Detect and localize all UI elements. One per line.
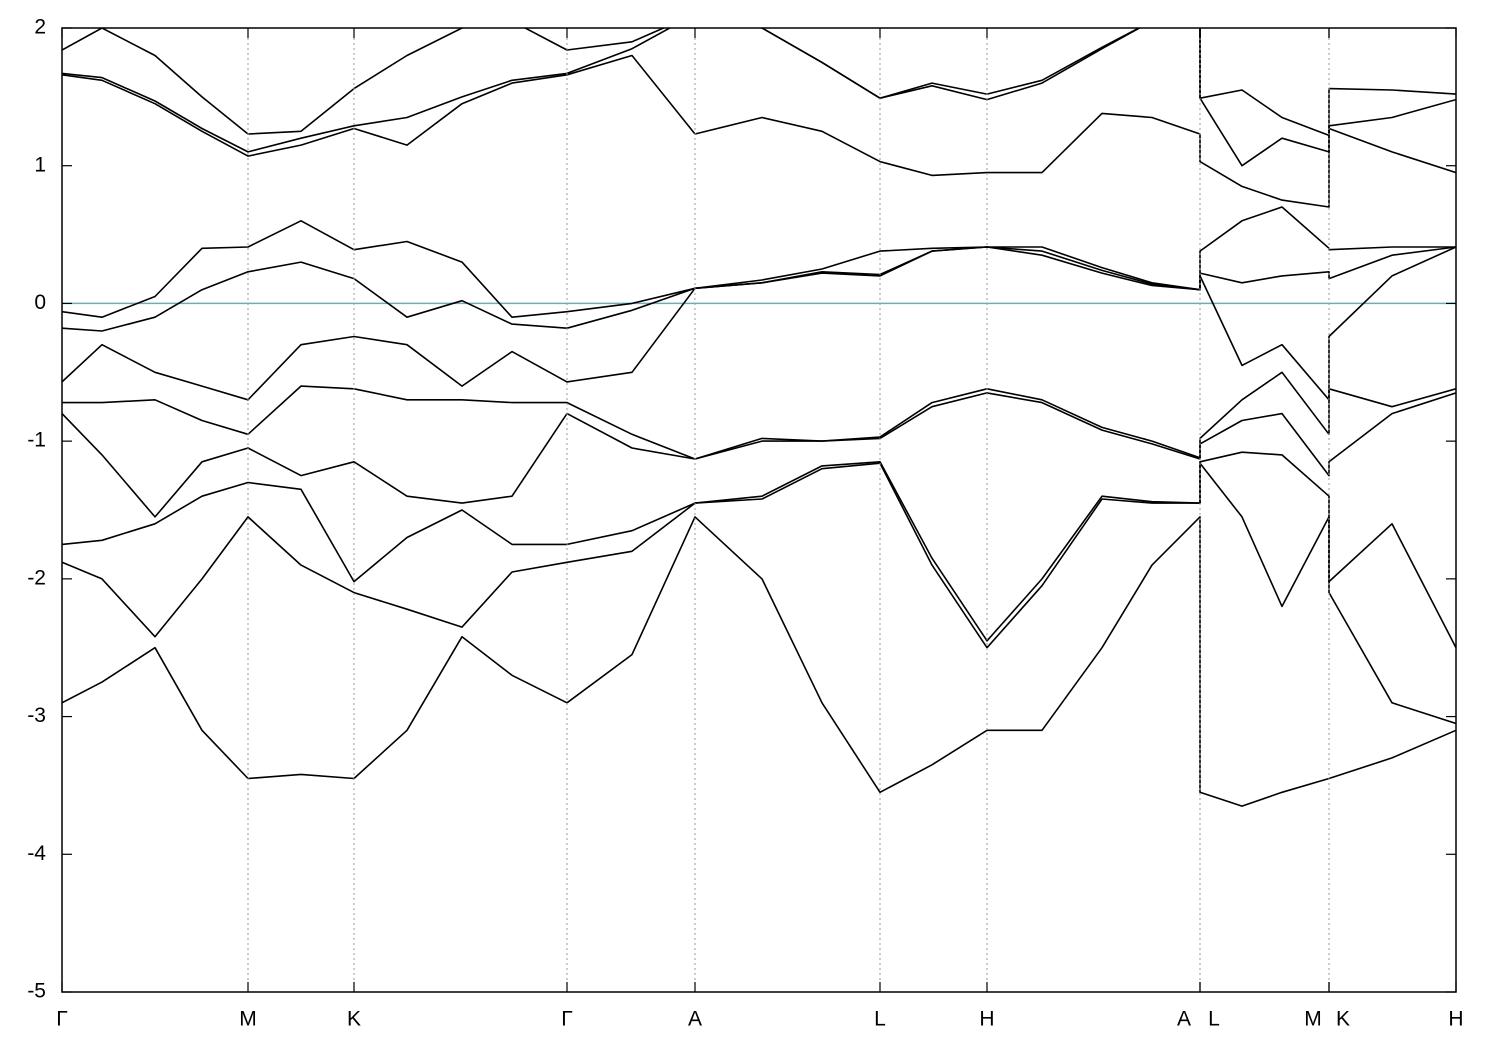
band-line	[62, 54, 1456, 208]
x-tick-label: A	[688, 1008, 702, 1031]
band-line	[62, 246, 1456, 332]
band-line	[62, 371, 1456, 460]
x-tick-label: Γ	[561, 1008, 573, 1031]
x-tick-label: L	[1208, 1008, 1220, 1031]
x-tick-label: H	[979, 1008, 994, 1031]
band-line	[62, 462, 1456, 725]
y-tick-label: -3	[27, 704, 46, 727]
x-tick-label: L	[874, 1008, 886, 1031]
x-tick-label: K	[347, 1008, 361, 1031]
band-line	[62, 516, 1456, 807]
y-tick-label: -4	[27, 842, 46, 865]
plot-area	[62, 28, 1456, 807]
band-line	[62, 451, 1456, 649]
y-tick-label: 2	[34, 16, 46, 39]
x-tick-label: Γ	[56, 1008, 68, 1031]
y-tick-label: -5	[27, 980, 46, 1003]
band-line	[62, 28, 1456, 137]
frame	[61, 27, 1457, 993]
y-tick-label: 1	[34, 153, 46, 176]
x-tick-label: K	[1336, 1008, 1350, 1031]
y-tick-label: -2	[27, 566, 46, 589]
band-line	[62, 206, 1456, 318]
y-tick-label: 0	[34, 291, 46, 314]
x-tick-label: M	[1304, 1008, 1322, 1031]
x-tick-label: M	[239, 1008, 257, 1031]
x-tick-label: H	[1448, 1008, 1463, 1031]
y-tick-label: -1	[27, 429, 46, 452]
x-tick-label: A	[1177, 1008, 1191, 1031]
band-line	[62, 246, 1456, 401]
